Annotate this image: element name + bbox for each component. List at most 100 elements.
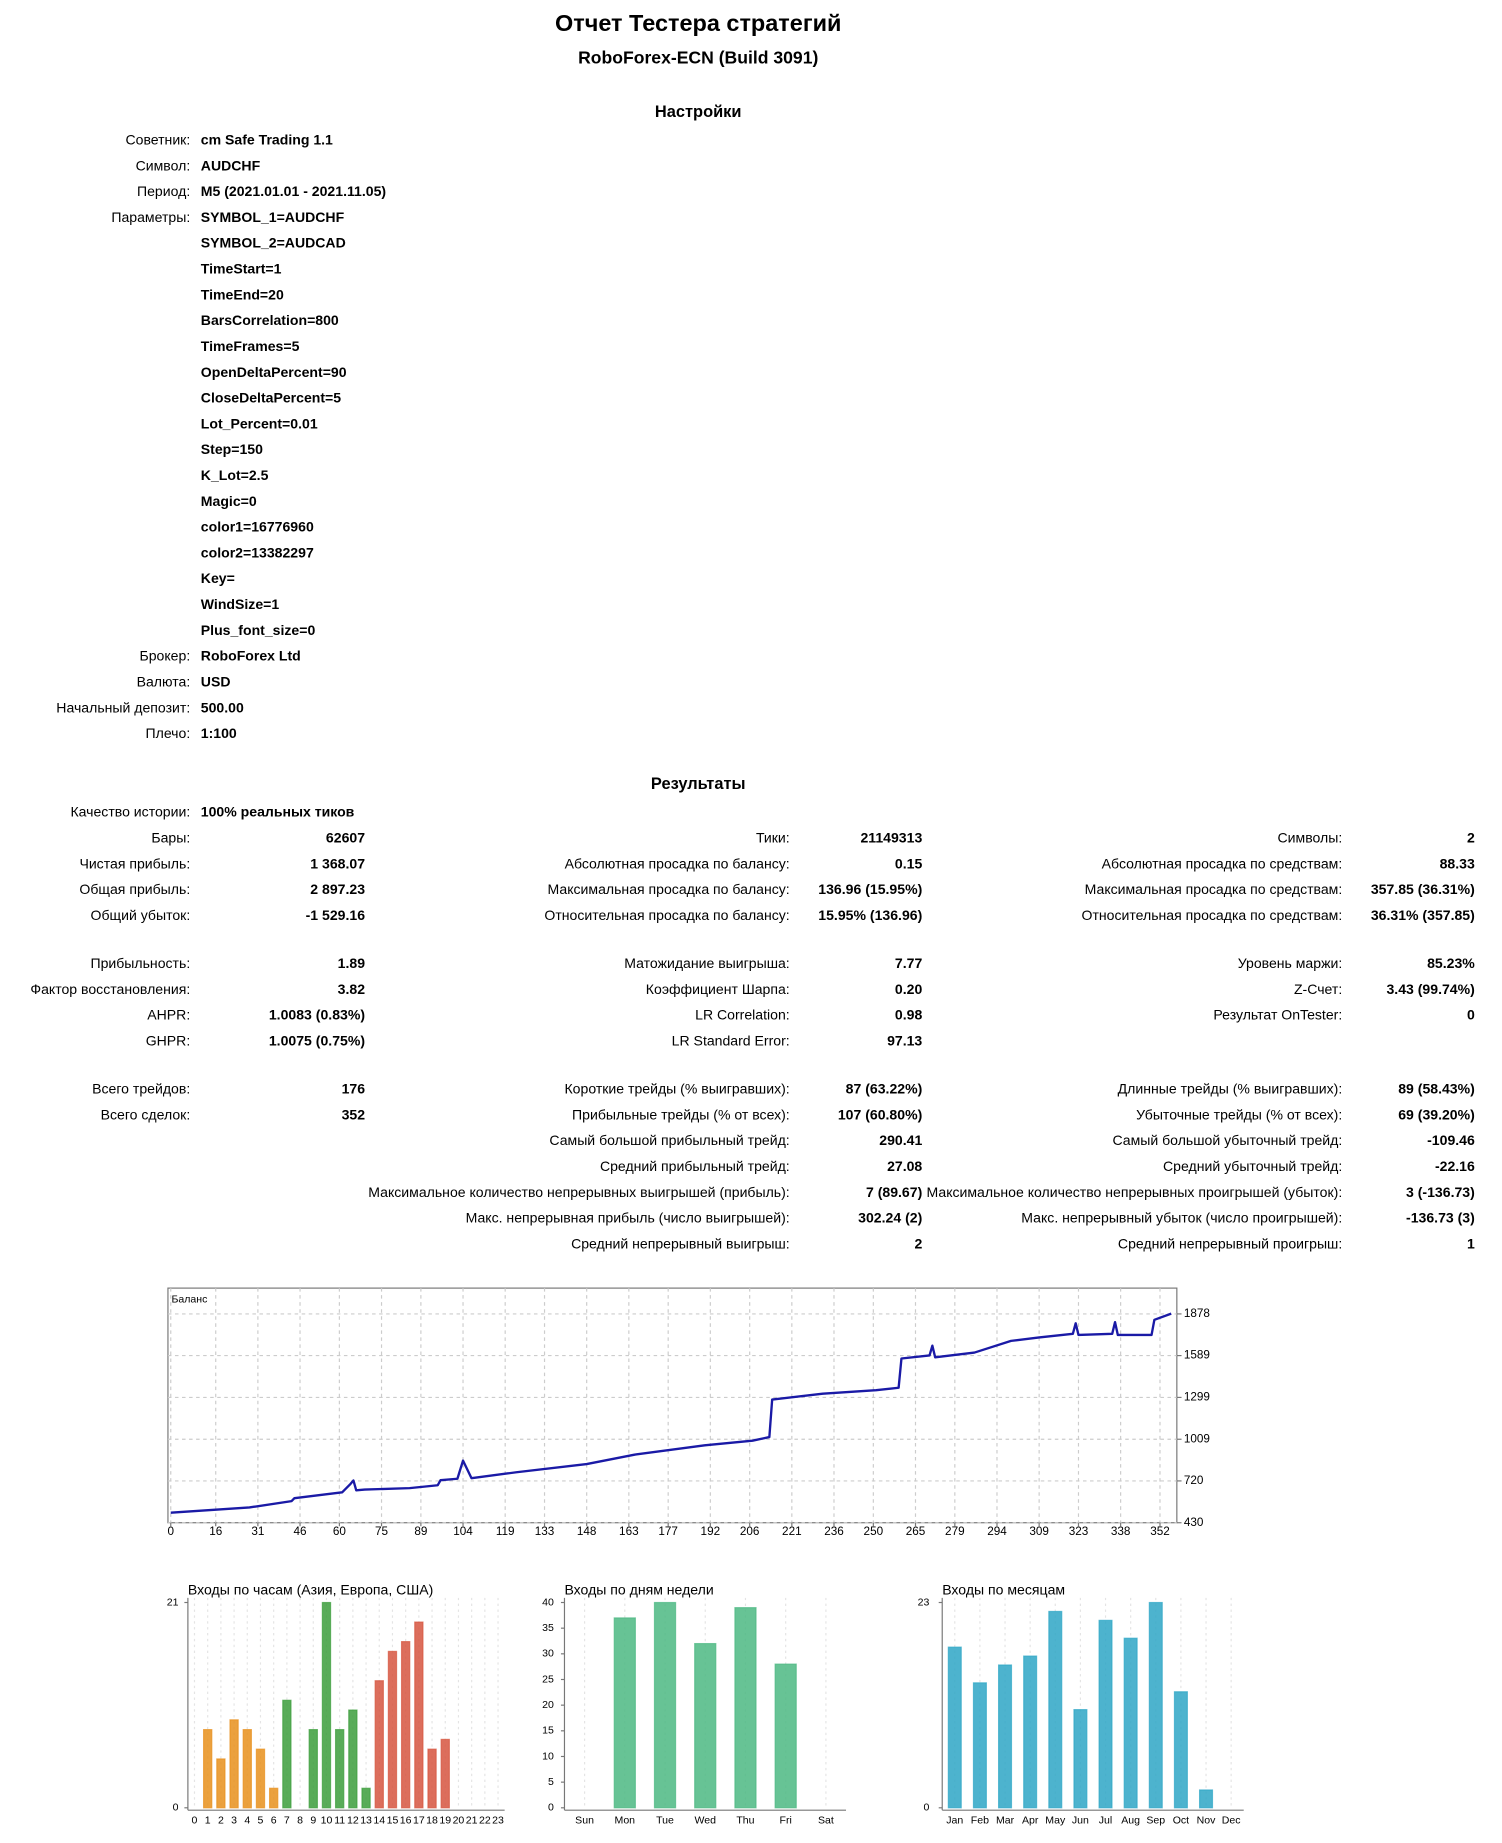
x-tick-label: 10: [321, 1814, 333, 1826]
x-tick-label: Oct: [1173, 1814, 1189, 1826]
result-value: 85.23%: [1427, 955, 1475, 971]
setting-label: Валюта:: [137, 673, 191, 689]
result-value: 290.41: [879, 1132, 922, 1148]
x-tick-label: 206: [740, 1525, 760, 1538]
result-label: Средний убыточный трейд:: [1163, 1158, 1342, 1174]
result-value: 302.24 (2): [858, 1210, 922, 1226]
result-label: Длинные трейды (% выигравших):: [1118, 1081, 1343, 1097]
result-value: 100% реальных тиков: [201, 804, 355, 820]
result-value: 69 (39.20%): [1398, 1106, 1475, 1122]
result-value: 1.0075 (0.75%): [269, 1032, 365, 1048]
bar: [1148, 1601, 1163, 1809]
setting-value: 500.00: [201, 699, 244, 715]
result-label: Убыточные трейды (% от всех):: [1136, 1106, 1342, 1122]
x-tick-label: 119: [496, 1525, 515, 1538]
x-tick-label: 17: [413, 1814, 425, 1826]
bar: [374, 1680, 384, 1809]
setting-label: Советник:: [125, 131, 190, 147]
x-tick-label: Jan: [946, 1814, 963, 1826]
setting-value: color1=16776960: [201, 519, 314, 535]
setting-label: Плечо:: [146, 725, 191, 741]
x-tick-label: Dec: [1222, 1814, 1241, 1826]
setting-value: AUDCHF: [201, 157, 261, 173]
chart-title: Входы по часам (Азия, Европа, США): [188, 1581, 433, 1597]
setting-value: Lot_Percent=0.01: [201, 415, 318, 431]
x-tick-label: May: [1045, 1814, 1066, 1826]
result-value: 2 897.23: [310, 881, 365, 897]
bar: [414, 1621, 424, 1809]
y-tick-label: 1299: [1184, 1391, 1210, 1404]
y-tick-label: 5: [548, 1776, 554, 1788]
result-label: Бары:: [151, 830, 190, 846]
x-tick-label: 148: [577, 1525, 597, 1538]
bar: [202, 1729, 213, 1809]
result-value: 0.15: [895, 855, 923, 871]
setting-value: cm Safe Trading 1.1: [201, 131, 333, 147]
y-tick-label: 1589: [1184, 1349, 1210, 1362]
y-tick-label: 430: [1184, 1516, 1204, 1529]
result-label: Всего сделок:: [101, 1106, 191, 1122]
result-value: 88.33: [1440, 855, 1475, 871]
x-tick-label: 294: [987, 1525, 1007, 1538]
x-tick-label: 19: [439, 1814, 451, 1826]
result-value: 89 (58.43%): [1398, 1081, 1475, 1097]
bar: [229, 1719, 239, 1809]
result-value: 3.82: [338, 981, 366, 997]
result-value: 1 368.07: [310, 855, 365, 871]
result-value: 357.85 (36.31%): [1371, 881, 1475, 897]
result-value: 2: [914, 1235, 922, 1251]
result-label: Максимальная просадка по балансу:: [548, 881, 790, 897]
x-tick-label: 1: [205, 1814, 211, 1826]
x-tick-label: 11: [334, 1814, 345, 1826]
x-tick-label: Mar: [996, 1814, 1015, 1826]
bar: [216, 1758, 226, 1809]
result-label: Макс. непрерывная прибыль (число выигрыш…: [466, 1210, 790, 1226]
x-tick-label: 89: [414, 1525, 427, 1538]
result-value: 176: [342, 1081, 366, 1097]
result-label: Чистая прибыль:: [79, 855, 190, 871]
bar: [268, 1787, 279, 1809]
x-tick-label: 309: [1029, 1525, 1049, 1538]
x-tick-label: 265: [906, 1525, 926, 1538]
bar: [653, 1601, 677, 1809]
setting-value: WindSize=1: [201, 596, 280, 612]
x-tick-label: 16: [209, 1525, 222, 1538]
setting-value: TimeFrames=5: [201, 338, 300, 354]
x-tick-label: 192: [701, 1525, 721, 1538]
bar: [1023, 1655, 1038, 1809]
result-value: 1.0083 (0.83%): [269, 1007, 365, 1023]
result-value: 7 (89.67): [866, 1184, 922, 1200]
chart-title: Входы по дням недели: [564, 1581, 713, 1597]
y-tick-label: 25: [542, 1673, 554, 1685]
setting-value: M5 (2021.01.01 - 2021.11.05): [201, 183, 386, 199]
x-tick-label: Jun: [1072, 1814, 1089, 1826]
result-value: 3.43 (99.74%): [1386, 981, 1474, 997]
bar: [242, 1729, 252, 1809]
result-label: Короткие трейды (% выигравших):: [564, 1081, 789, 1097]
y-tick-label: 23: [918, 1596, 930, 1608]
bar: [1123, 1637, 1138, 1809]
x-tick-label: Fri: [780, 1814, 792, 1826]
result-value: -1 529.16: [306, 907, 366, 923]
result-label: Прибыльные трейды (% от всех):: [572, 1106, 790, 1122]
y-tick-label: 1009: [1184, 1432, 1210, 1445]
x-tick-label: 352: [1150, 1525, 1170, 1538]
setting-value: 1:100: [201, 725, 237, 741]
setting-label: Начальный депозит:: [56, 699, 190, 715]
bar: [613, 1617, 636, 1809]
result-label: Средний непрерывный проигрыш:: [1118, 1235, 1342, 1251]
bar: [440, 1738, 450, 1809]
setting-value: SYMBOL_1=AUDCHF: [201, 209, 345, 225]
bar: [972, 1682, 987, 1809]
result-value: 1.89: [338, 955, 366, 971]
y-tick-label: 0: [923, 1802, 929, 1814]
result-value: 15.95% (136.96): [818, 907, 922, 923]
x-tick-label: 338: [1111, 1525, 1131, 1538]
result-label: LR Correlation:: [695, 1007, 790, 1023]
bar: [1173, 1691, 1188, 1809]
x-tick-label: 6: [271, 1814, 277, 1826]
result-value: 0: [1467, 1007, 1475, 1023]
result-label: Z-Счет:: [1294, 981, 1342, 997]
x-tick-label: 46: [294, 1525, 307, 1538]
